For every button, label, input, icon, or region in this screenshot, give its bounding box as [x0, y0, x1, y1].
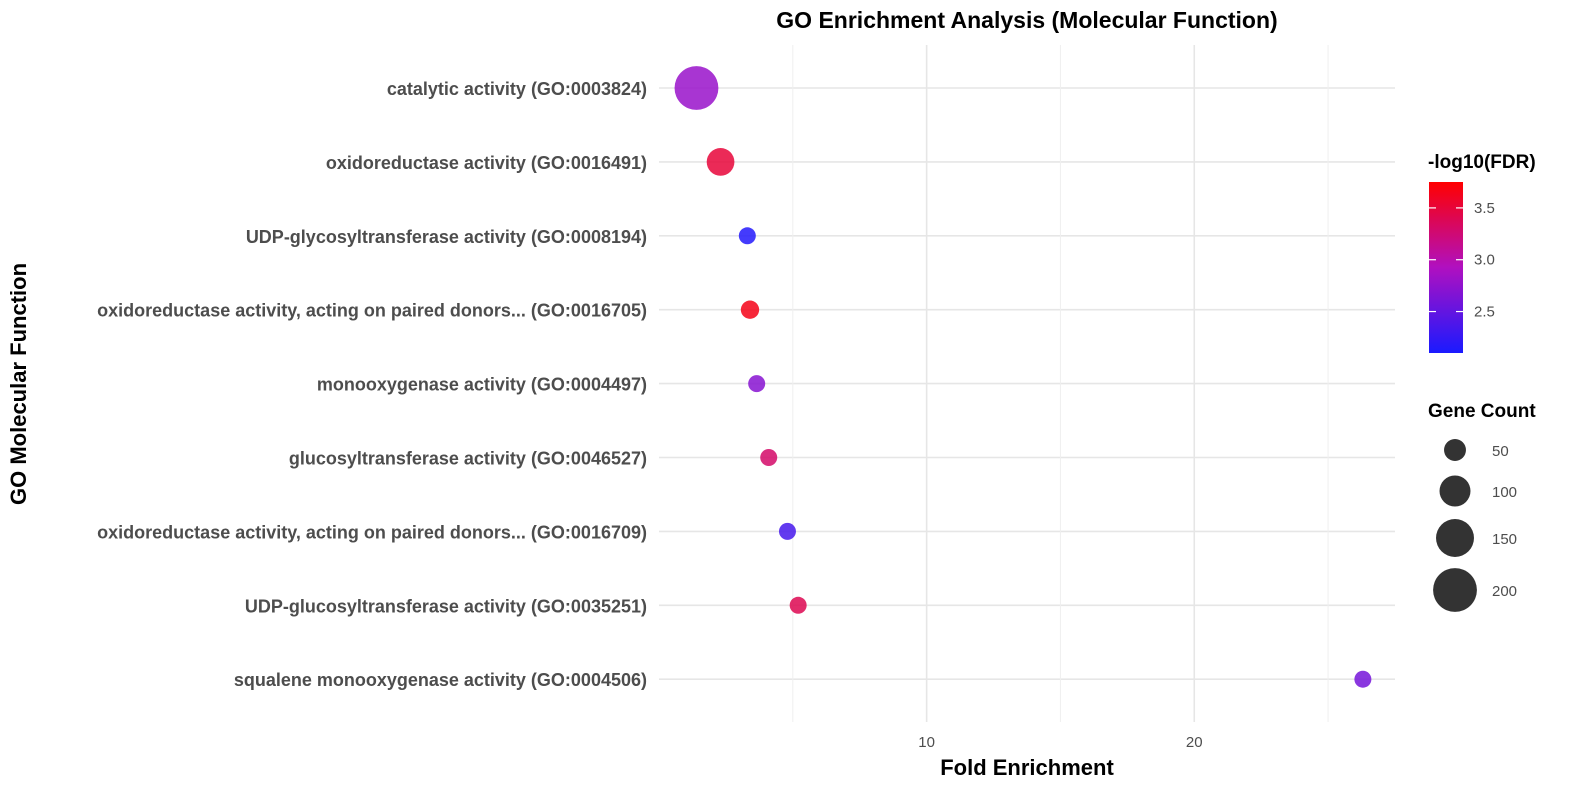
size-legend-label: 200	[1492, 583, 1517, 600]
y-tick-label: oxidoreductase activity, acting on paire…	[97, 522, 647, 542]
color-legend-tick-label: 2.5	[1474, 304, 1495, 321]
data-point	[674, 66, 719, 110]
data-point	[748, 375, 766, 393]
y-tick-label: oxidoreductase activity, acting on paire…	[97, 301, 647, 321]
data-point	[1354, 670, 1372, 688]
data-point	[789, 596, 807, 614]
size-legend-items: 50 100 150 200	[1433, 439, 1517, 612]
size-legend-circle	[1444, 439, 1466, 461]
y-axis-tick-labels: catalytic activity (GO:0003824) oxidoredu…	[97, 79, 647, 690]
size-legend-circle	[1439, 475, 1471, 507]
size-legend-title: Gene Count	[1428, 401, 1536, 422]
data-point	[778, 522, 796, 540]
grid-lines	[659, 45, 1395, 722]
chart-title: GO Enrichment Analysis (Molecular Functi…	[776, 7, 1277, 33]
color-legend-tick-label: 3.0	[1474, 252, 1495, 269]
color-legend-ticks: 2.5 3.0 3.5	[1429, 200, 1495, 321]
data-point	[740, 300, 760, 319]
color-legend-title: -log10(FDR)	[1428, 152, 1536, 173]
y-tick-label: UDP-glucosyltransferase activity (GO:003…	[245, 596, 647, 616]
size-legend: Gene Count 50 100 150 200	[1428, 401, 1536, 612]
size-legend-label: 150	[1492, 531, 1517, 548]
color-legend-tick-label: 3.5	[1474, 200, 1495, 217]
data-point	[706, 148, 735, 176]
color-legend: -log10(FDR) 2.5 3.0 3.5	[1428, 152, 1536, 353]
data-points	[674, 66, 1372, 688]
x-axis-title: Fold Enrichment	[940, 755, 1114, 780]
size-legend-label: 100	[1492, 484, 1517, 501]
size-legend-label: 50	[1492, 443, 1509, 460]
data-point	[738, 227, 756, 245]
y-tick-label: catalytic activity (GO:0003824)	[387, 79, 647, 99]
y-tick-label: oxidoreductase activity (GO:0016491)	[326, 153, 647, 173]
x-tick-label: 10	[918, 734, 935, 751]
x-axis-tick-labels: 10 20	[918, 734, 1202, 751]
y-tick-label: UDP-glycosyltransferase activity (GO:000…	[246, 227, 647, 247]
y-tick-label: glucosyltransferase activity (GO:0046527…	[289, 449, 647, 469]
y-tick-label: squalene monooxygenase activity (GO:0004…	[234, 670, 647, 690]
size-legend-circle	[1433, 568, 1477, 612]
color-legend-bar	[1429, 182, 1463, 353]
x-tick-label: 20	[1186, 734, 1203, 751]
y-axis-title: GO Molecular Function	[6, 263, 31, 505]
data-point	[760, 449, 778, 466]
y-tick-label: monooxygenase activity (GO:0004497)	[317, 375, 647, 395]
size-legend-circle	[1436, 519, 1474, 557]
